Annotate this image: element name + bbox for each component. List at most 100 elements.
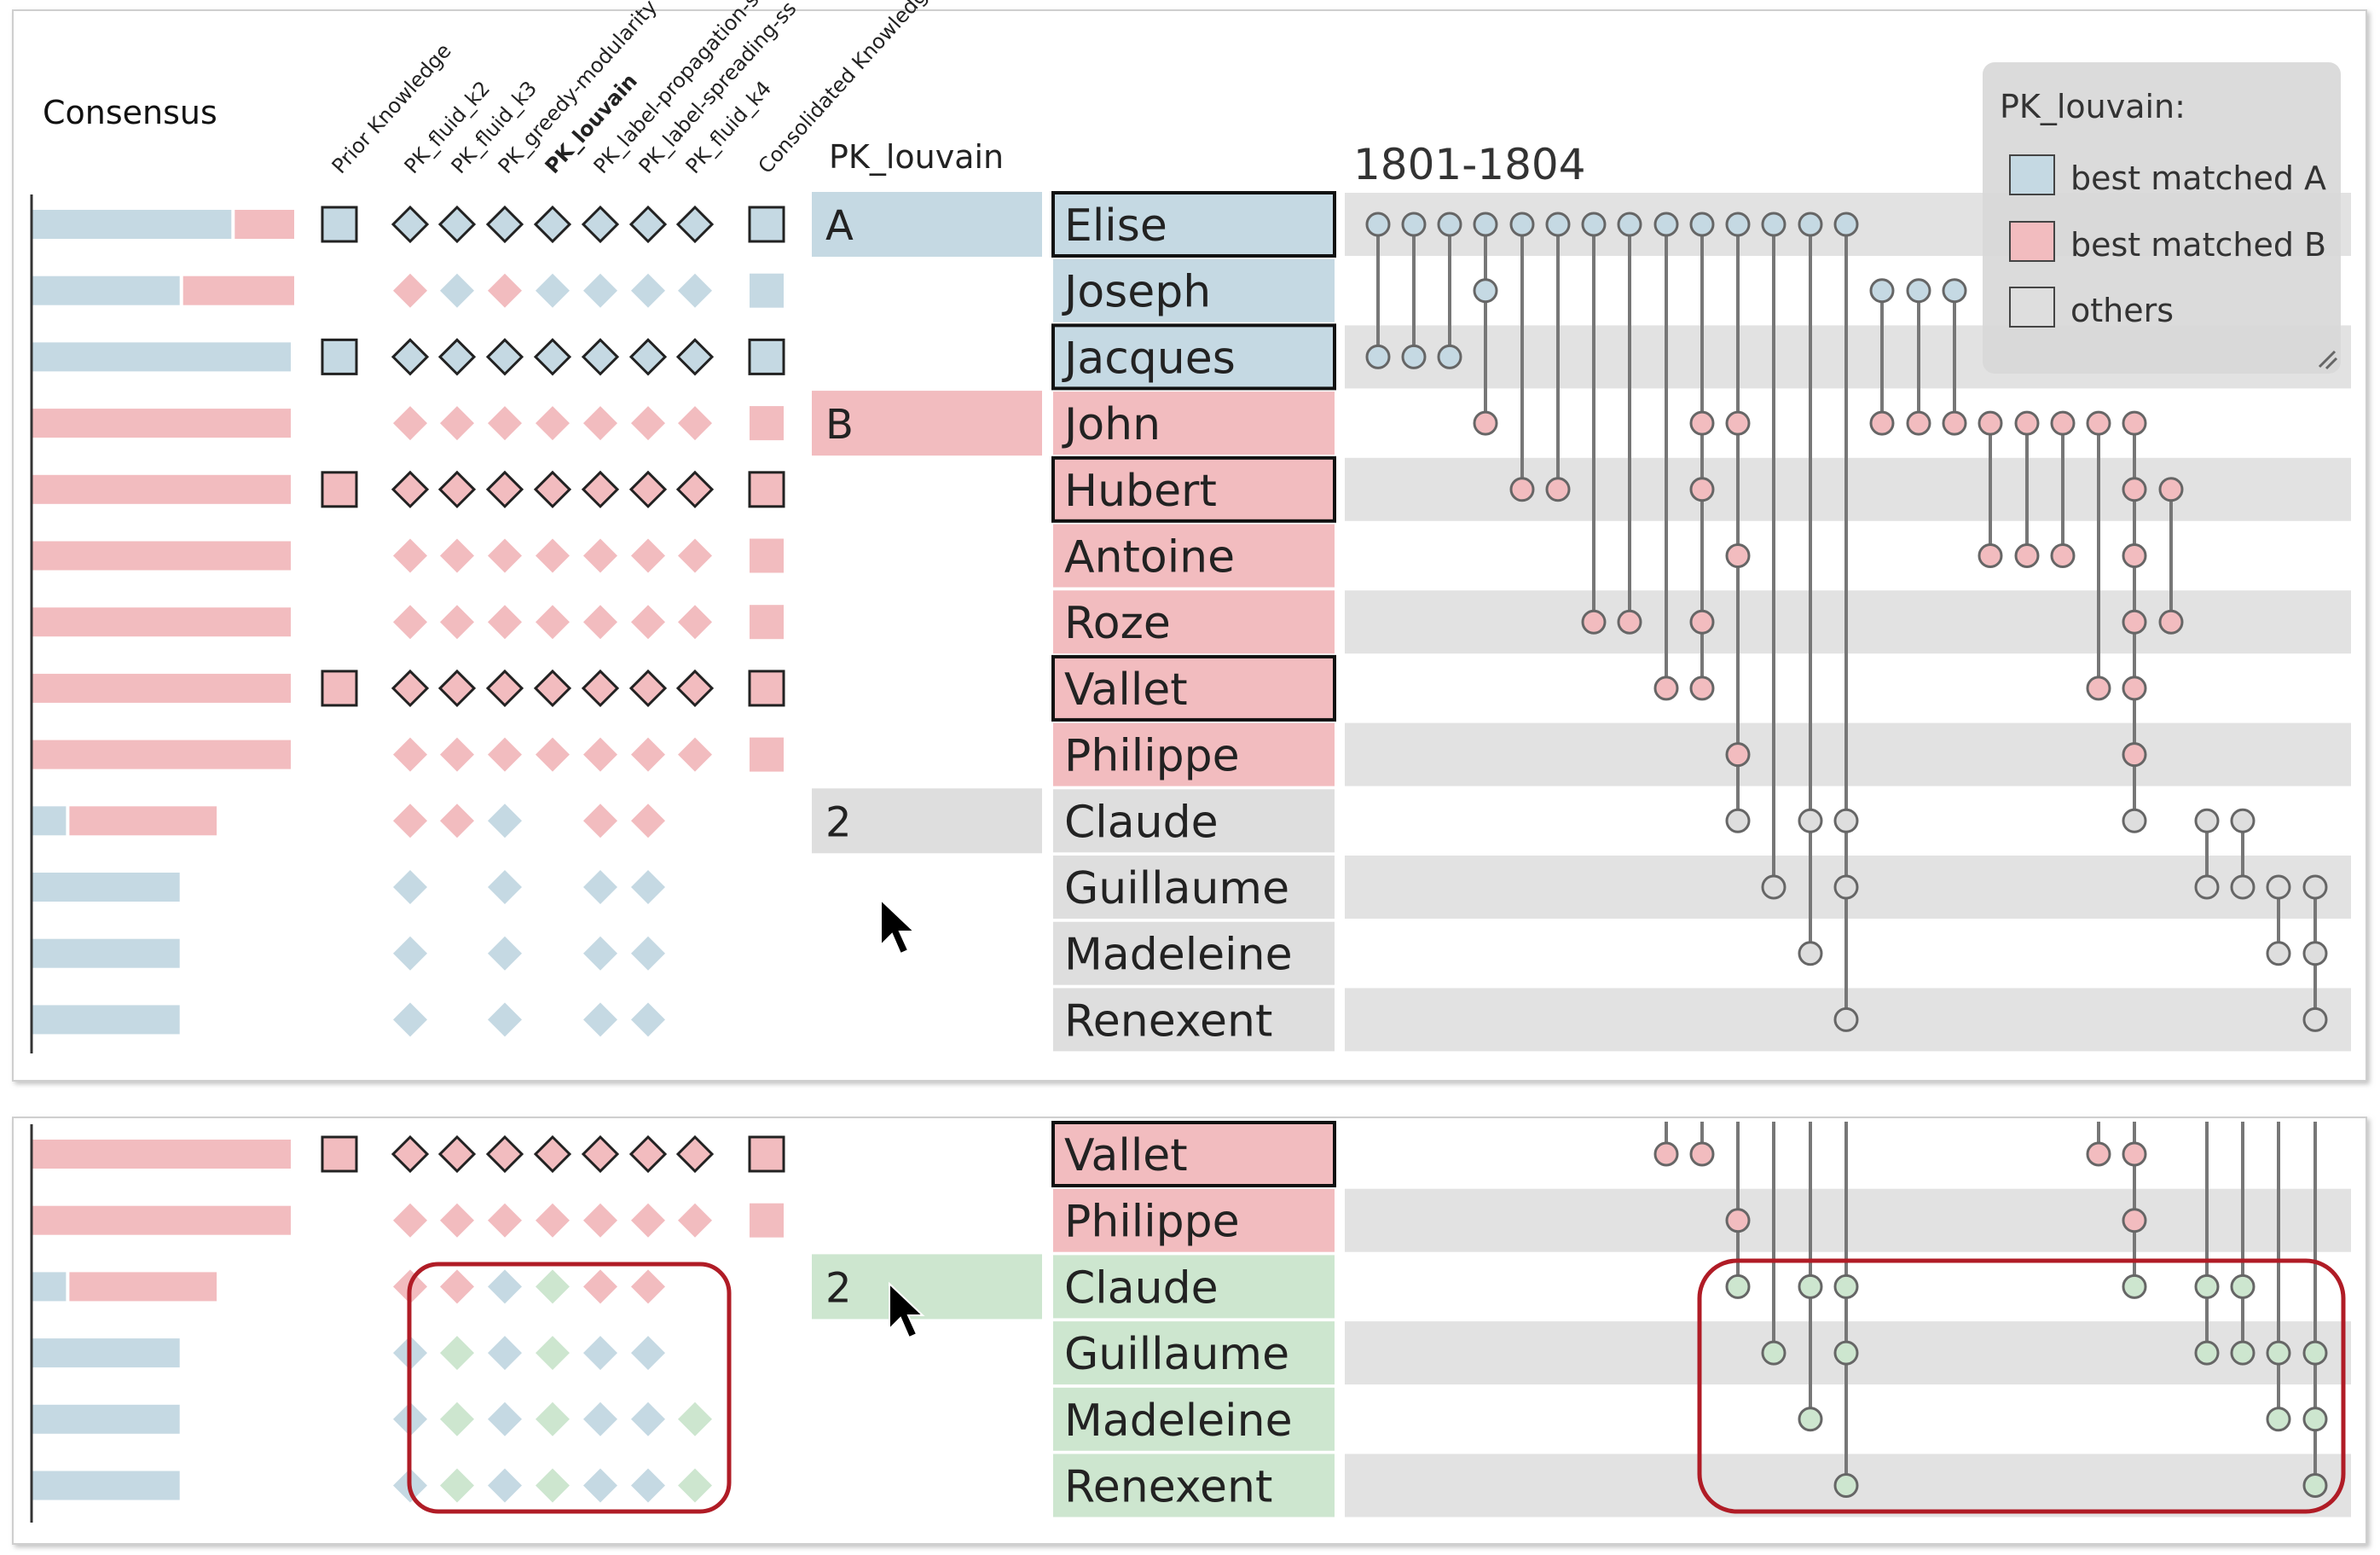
consolidated-knowledge-square: [750, 406, 784, 441]
membership-diamond: [536, 1336, 570, 1371]
membership-diamond: [678, 1203, 712, 1238]
membership-diamond: [488, 605, 522, 640]
membership-diamond: [485, 1134, 524, 1174]
timeline-node: [2122, 1208, 2147, 1233]
consolidated-knowledge-square: [748, 670, 785, 707]
membership-diamond: [393, 1002, 427, 1037]
timeline-node: [1509, 477, 1535, 502]
consensus-bar-pink: [32, 474, 291, 504]
consensus-bar-blue: [32, 210, 232, 239]
timeline-node: [1906, 410, 1931, 436]
membership-diamond: [631, 870, 665, 904]
timeline-node: [2302, 1340, 2328, 1366]
consensus-bar-pink: [69, 806, 217, 836]
timeline-node: [2266, 1340, 2291, 1366]
membership-diamond: [488, 936, 522, 971]
timeline-node: [2302, 1007, 2328, 1032]
timeline-node: [1906, 278, 1931, 304]
timeline-node: [2122, 477, 2147, 502]
timeline-node: [1833, 212, 1859, 237]
group-label: 2: [825, 1264, 852, 1312]
timeline-node: [1365, 344, 1391, 369]
membership-diamond: [440, 605, 474, 640]
consolidated-knowledge-square: [748, 338, 785, 375]
membership-diamond: [675, 1134, 715, 1174]
membership-diamond: [583, 1401, 617, 1436]
timeline-node: [1942, 278, 1967, 304]
timeline-node: [2302, 1473, 2328, 1498]
prior-knowledge-square: [321, 206, 358, 243]
name-cell: [1053, 590, 1335, 654]
timeline-node: [1978, 543, 2003, 568]
timeline-node: [2086, 410, 2111, 436]
membership-diamond: [437, 338, 477, 376]
membership-diamond: [533, 470, 572, 508]
consensus-bar-pink: [32, 1140, 291, 1169]
timeline-node: [2122, 609, 2147, 635]
timeline-node: [1509, 212, 1535, 237]
membership-diamond: [631, 605, 665, 640]
legend-panel: [1983, 62, 2341, 374]
group-label-cell: [812, 1254, 1042, 1320]
timeline-node: [1365, 212, 1391, 237]
membership-diamond: [583, 1203, 617, 1238]
timeline-node: [2194, 1340, 2220, 1366]
timeline-node: [1761, 1340, 1786, 1366]
membership-diamond: [440, 1401, 474, 1436]
legend-swatch-blue: [2009, 154, 2055, 195]
consensus-bar-pink: [32, 541, 291, 571]
membership-diamond: [583, 1468, 617, 1503]
timeline-node: [2266, 874, 2291, 900]
consolidated-knowledge-square: [748, 1135, 785, 1173]
timeline-node: [1689, 609, 1715, 635]
timeline-node: [1833, 1007, 1859, 1032]
membership-diamond: [533, 338, 572, 376]
consensus-bar-pink: [32, 409, 291, 438]
membership-diamond: [440, 273, 474, 308]
membership-diamond: [631, 1203, 665, 1238]
membership-diamond: [583, 605, 617, 640]
top-membership-glyphs: [321, 205, 785, 1037]
name-label: John: [1062, 399, 1161, 450]
group-label: 2: [825, 798, 852, 846]
membership-diamond: [631, 737, 665, 772]
membership-diamond: [583, 737, 617, 772]
pk-column-title: PK_louvain: [829, 138, 1004, 176]
group-label-cell: [812, 788, 1042, 854]
consolidated-knowledge-square: [750, 273, 784, 308]
membership-diamond: [437, 1134, 477, 1174]
legend-swatch-grey: [2009, 287, 2055, 328]
membership-diamond: [488, 1401, 522, 1436]
membership-diamond: [485, 669, 524, 708]
membership-diamond: [440, 1468, 474, 1503]
legend[interactable]: PK_louvain: best matched A best matched …: [1983, 62, 2341, 374]
group-label: B: [825, 401, 854, 449]
consensus-bar-blue: [32, 1404, 180, 1434]
membership-diamond: [678, 273, 712, 308]
name-label: Claude: [1064, 797, 1219, 848]
name-label: Claude: [1064, 1262, 1219, 1314]
membership-diamond: [488, 1468, 522, 1503]
name-cell: [1053, 258, 1335, 322]
membership-diamond: [583, 406, 617, 441]
timeline-node: [1689, 676, 1715, 701]
timeline-node: [1473, 410, 1498, 436]
resize-handle-icon[interactable]: [2318, 350, 2338, 370]
legend-label-a: best matched A: [2070, 160, 2326, 197]
name-cell: [1051, 323, 1336, 391]
membership-diamond: [440, 538, 474, 573]
timeline-node: [2122, 1141, 2147, 1167]
membership-diamond: [536, 1468, 570, 1503]
membership-diamond: [393, 936, 427, 971]
top-consensus-bars: [30, 194, 294, 1053]
membership-diamond: [536, 737, 570, 772]
membership-diamond: [488, 273, 522, 308]
timeline-node: [1869, 410, 1895, 436]
consensus-bar-pink: [32, 607, 291, 637]
timeline-node: [2302, 874, 2328, 900]
legend-label-others: others: [2070, 292, 2174, 329]
membership-diamond: [583, 804, 617, 838]
bottom-membership-glyphs: [321, 1134, 785, 1503]
membership-diamond: [536, 273, 570, 308]
timeline-node: [1725, 742, 1751, 768]
